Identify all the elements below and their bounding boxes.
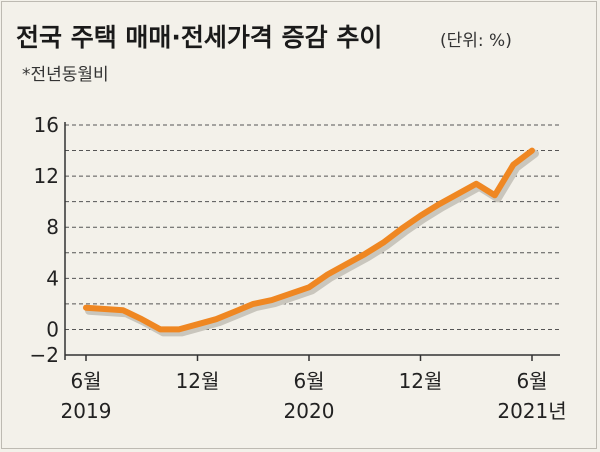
series-line <box>86 151 532 330</box>
y-tick-label: 12 <box>34 164 59 188</box>
x-tick-label: 6월 <box>293 369 324 393</box>
x-tick-label: 6월 <box>516 369 547 393</box>
y-tick-label: 4 <box>46 266 59 290</box>
x-tick-label: 2021년 <box>497 399 566 423</box>
y-tick-label: 0 <box>46 317 59 341</box>
x-tick-label: 12월 <box>176 369 220 393</box>
chart-subtitle: *전년동월비 <box>22 65 109 85</box>
x-tick-label: 2020 <box>284 399 335 423</box>
chart-title: 전국 주택 매매·전세가격 증감 추이 <box>16 23 382 52</box>
x-tick-label: 12월 <box>399 369 443 393</box>
y-tick-label: 8 <box>46 215 59 239</box>
series-line-shadow <box>89 154 535 333</box>
grid <box>65 125 560 329</box>
axes <box>65 122 560 361</box>
y-tick-label: −2 <box>30 343 59 367</box>
unit-label: (단위: %) <box>440 31 512 51</box>
y-tick-label: 16 <box>34 113 59 137</box>
x-tick-label: 2019 <box>61 399 112 423</box>
series-layer <box>86 151 535 333</box>
tick-labels: 16 12 8 4 0−2 6월 2019 12월 6월 2020 12월 6월 2021년 <box>30 113 567 423</box>
x-tick-label: 6월 <box>70 369 101 393</box>
